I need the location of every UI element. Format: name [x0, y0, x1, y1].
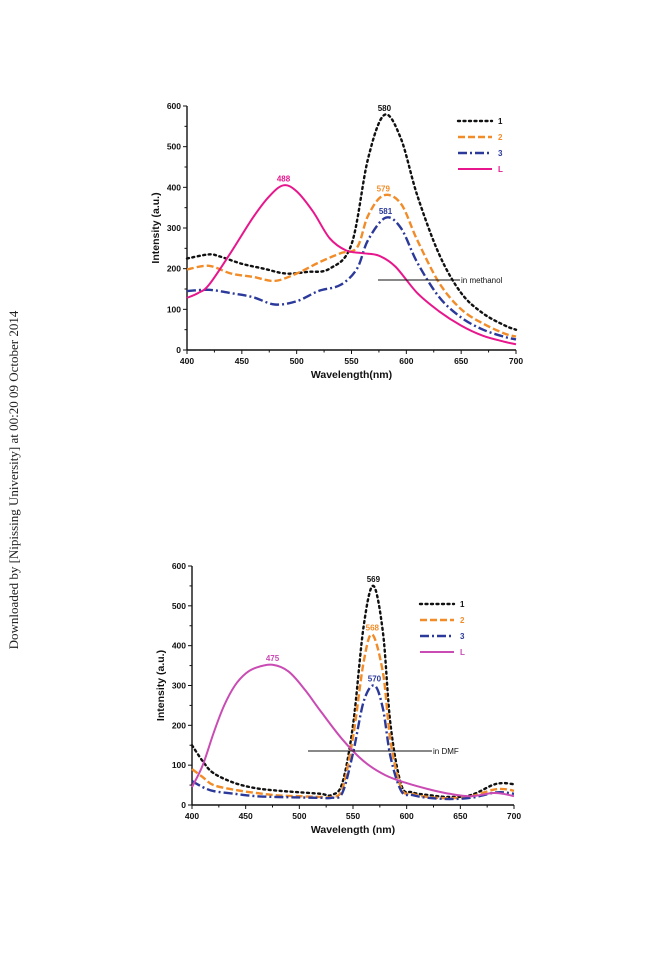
- methanol-series-2-line: [186, 193, 517, 338]
- x-tick-label: 700: [507, 811, 521, 821]
- x-tick-label: 400: [180, 356, 194, 366]
- y-tick-label: 500: [167, 142, 181, 152]
- peak-label: 579: [377, 184, 391, 193]
- x-tick-label: 500: [290, 356, 304, 366]
- methanol-series-1-line: [185, 113, 518, 331]
- x-tick-label: 450: [235, 356, 249, 366]
- peak-label: 488: [277, 174, 291, 183]
- x-axis-title: Wavelength(nm): [311, 369, 392, 381]
- dmf-series-1-line: [190, 584, 516, 799]
- y-tick-label: 100: [167, 304, 181, 314]
- peak-label: 570: [368, 675, 382, 684]
- solvent-annotation: in DMF: [433, 747, 459, 756]
- x-tick-label: 550: [344, 356, 358, 366]
- y-tick-label: 600: [167, 101, 181, 111]
- x-tick-label: 600: [400, 811, 414, 821]
- y-tick-label: 300: [167, 223, 181, 233]
- peak-label: 568: [366, 624, 380, 633]
- legend-label-l: L: [498, 165, 503, 174]
- x-tick-label: 400: [185, 811, 199, 821]
- peak-label: 569: [367, 575, 381, 584]
- legend-label-1: 1: [498, 117, 503, 126]
- x-axis-title: Wavelength (nm): [311, 824, 395, 836]
- y-axis-title: Intensity (a.u.): [150, 192, 162, 263]
- legend-label-2: 2: [460, 616, 465, 625]
- peak-label: 475: [266, 654, 280, 663]
- peak-label: 580: [378, 104, 392, 113]
- x-tick-label: 700: [509, 356, 523, 366]
- x-tick-label: 500: [292, 811, 306, 821]
- peak-label: 581: [379, 207, 393, 216]
- y-tick-label: 400: [167, 182, 181, 192]
- legend-label-l: L: [460, 648, 465, 657]
- x-tick-label: 650: [453, 811, 467, 821]
- methanol-series-3-line: [186, 216, 517, 341]
- y-tick-label: 600: [172, 561, 186, 571]
- y-tick-label: 0: [176, 345, 181, 355]
- y-axis-title: Intensity (a.u.): [155, 650, 167, 721]
- legend-label-1: 1: [460, 600, 465, 609]
- dmf-series-3-line: [191, 684, 515, 801]
- y-tick-label: 300: [172, 681, 186, 691]
- solvent-annotation: in methanol: [461, 276, 503, 285]
- x-tick-label: 600: [399, 356, 413, 366]
- x-tick-label: 550: [346, 811, 360, 821]
- y-tick-label: 400: [172, 641, 186, 651]
- legend-label-2: 2: [498, 133, 503, 142]
- x-tick-label: 450: [239, 811, 253, 821]
- y-tick-label: 100: [172, 760, 186, 770]
- y-tick-label: 0: [181, 800, 186, 810]
- y-tick-label: 200: [172, 720, 186, 730]
- y-tick-label: 500: [172, 601, 186, 611]
- dmf-series-2-line: [191, 633, 515, 800]
- legend-label-3: 3: [498, 149, 503, 158]
- methanol-series-l-line: [186, 184, 517, 346]
- dmf-series-l-line: [191, 663, 515, 798]
- legend-label-3: 3: [460, 632, 465, 641]
- x-tick-label: 650: [454, 356, 468, 366]
- y-tick-label: 200: [167, 264, 181, 274]
